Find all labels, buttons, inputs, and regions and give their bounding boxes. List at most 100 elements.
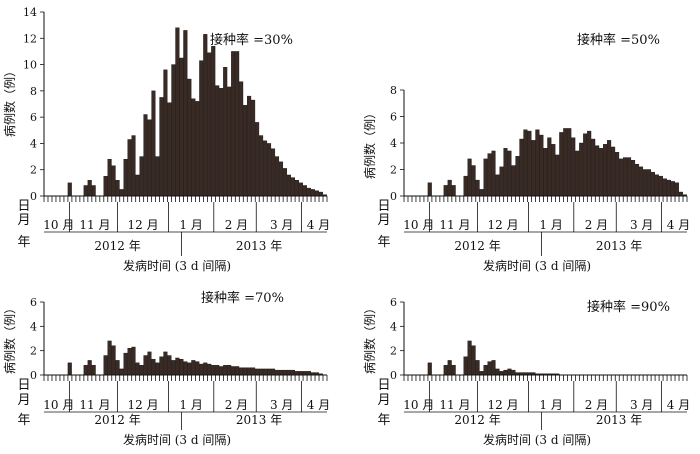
bar xyxy=(123,158,128,197)
bar xyxy=(475,179,480,197)
bar xyxy=(247,95,252,197)
y-tick-label: 6 xyxy=(30,111,37,124)
bar xyxy=(511,369,516,376)
bar xyxy=(531,140,536,197)
y-tick-label: 10 xyxy=(23,59,37,72)
y-axis-title: 病例数（例） xyxy=(2,302,17,374)
row-label: 年 xyxy=(17,413,30,428)
year-label: 2012 年 xyxy=(454,413,500,427)
panel-title: 接种率 =30% xyxy=(210,32,293,48)
year-label: 2013 年 xyxy=(236,413,282,427)
bar xyxy=(487,153,492,197)
bar xyxy=(658,175,663,197)
bar xyxy=(243,105,248,197)
bar xyxy=(111,345,116,376)
bar xyxy=(479,189,484,197)
bar xyxy=(267,143,272,197)
bar xyxy=(451,365,456,376)
bar xyxy=(215,365,220,376)
bar xyxy=(219,366,224,376)
bar xyxy=(674,182,679,197)
bar xyxy=(443,365,448,376)
bar xyxy=(286,369,292,376)
bar xyxy=(87,180,92,197)
row-label: 年 xyxy=(377,235,390,250)
bar xyxy=(183,361,188,376)
month-label: 11 月 xyxy=(79,398,110,412)
bar xyxy=(471,345,476,376)
bar xyxy=(282,369,288,376)
bar xyxy=(495,174,500,197)
bar xyxy=(167,102,172,197)
row-label: 年 xyxy=(377,413,390,428)
bar xyxy=(91,185,96,197)
month-label: 10 月 xyxy=(43,218,74,232)
bar xyxy=(491,150,496,197)
bar xyxy=(282,168,288,197)
bar xyxy=(127,139,132,197)
bar xyxy=(263,140,268,197)
row-label: 日 xyxy=(377,378,390,393)
month-label: 11 月 xyxy=(439,398,470,412)
bar xyxy=(183,30,188,197)
bar xyxy=(306,371,311,376)
y-tick-label: 2 xyxy=(390,164,397,177)
bar xyxy=(211,45,216,197)
y-tick-label: 2 xyxy=(390,345,397,358)
year-label: 2012 年 xyxy=(94,413,140,427)
bar xyxy=(119,368,124,376)
bar xyxy=(571,137,576,197)
bar xyxy=(302,185,307,197)
bar xyxy=(211,365,216,376)
bar xyxy=(187,78,192,197)
bar xyxy=(179,57,184,197)
bar xyxy=(115,180,120,197)
y-tick-label: 4 xyxy=(30,320,37,333)
bar xyxy=(495,368,500,376)
bar xyxy=(603,144,608,197)
row-label: 月 xyxy=(377,213,390,228)
month-label: 10 月 xyxy=(403,398,434,412)
bar xyxy=(155,156,160,197)
bar xyxy=(159,356,164,376)
bar xyxy=(67,362,72,376)
month-label: 1 月 xyxy=(539,218,562,232)
bar xyxy=(199,363,204,376)
bar xyxy=(467,340,472,376)
bar xyxy=(499,166,504,197)
chart-panel-3: 0 2 4 6 日月年 10 月 11 月 12 月 1 月 2 月 3 月 4 月 2012 年 201… xyxy=(2,290,330,447)
bar xyxy=(611,146,616,197)
month-label: 2 月 xyxy=(585,218,608,232)
bar xyxy=(83,365,88,376)
bar xyxy=(599,148,604,197)
bar xyxy=(294,371,299,376)
bar xyxy=(306,187,311,197)
row-label: 日 xyxy=(17,378,30,393)
bar xyxy=(294,180,299,197)
bar xyxy=(199,60,204,197)
bar xyxy=(559,132,564,197)
bar xyxy=(491,360,496,376)
bar xyxy=(607,140,612,197)
bar xyxy=(131,346,136,376)
bar xyxy=(259,368,264,376)
bar xyxy=(583,133,588,197)
panel-title: 接种率 =70% xyxy=(201,290,284,306)
bar xyxy=(123,352,128,376)
bar xyxy=(127,348,132,376)
bar xyxy=(267,368,272,376)
bar xyxy=(187,362,192,376)
bar xyxy=(443,185,448,197)
bar xyxy=(631,160,636,197)
bar xyxy=(259,135,264,197)
bar xyxy=(207,363,212,376)
bar xyxy=(231,366,236,376)
bar xyxy=(227,86,232,197)
bar xyxy=(451,185,456,197)
bar xyxy=(223,365,228,376)
month-label: 2 月 xyxy=(225,218,248,232)
y-axis-title: 病例数（例） xyxy=(362,302,377,374)
month-label: 3 月 xyxy=(270,398,293,412)
bar xyxy=(159,97,164,197)
bar xyxy=(247,367,252,376)
